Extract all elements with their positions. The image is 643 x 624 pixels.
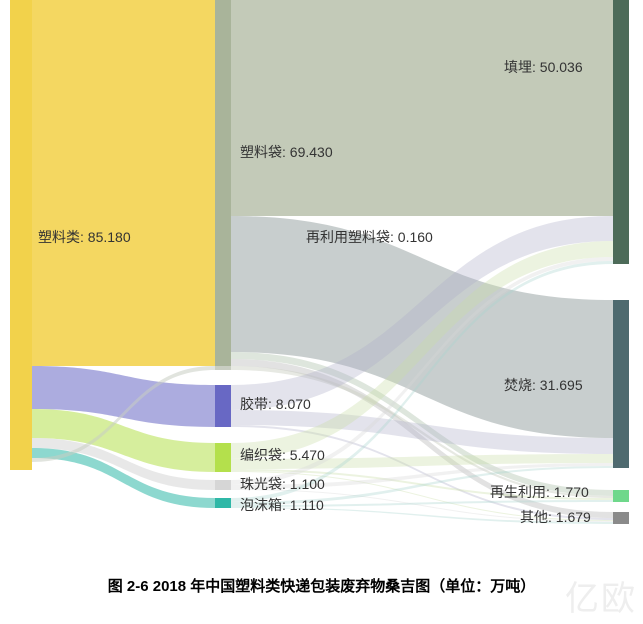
label-woven-bag: 编织袋: 5.470: [240, 445, 325, 465]
label-incinerate: 焚烧: 31.695: [504, 375, 583, 395]
label-pearl-bag: 珠光袋: 1.100: [240, 474, 325, 494]
sankey-link: [231, 0, 613, 216]
label-reuse-bag: 再利用塑料袋: 0.160: [306, 227, 433, 247]
sankey-figure: { "figure": { "type": "sankey", "width":…: [0, 0, 643, 624]
sankey-node-plastic_bag: [215, 0, 231, 366]
label-other: 其他: 1.679: [520, 507, 591, 527]
sankey-node-other: [613, 512, 629, 524]
sankey-link: [32, 0, 215, 366]
label-foam-box: 泡沫箱: 1.110: [240, 495, 324, 515]
sankey-node-pearl_bag: [215, 480, 231, 490]
sankey-node-incinerate: [613, 300, 629, 468]
label-landfill: 填埋: 50.036: [504, 57, 583, 77]
label-tape: 胶带: 8.070: [240, 394, 311, 414]
sankey-node-plastic_total: [10, 0, 32, 470]
figure-caption: 图 2-6 2018 年中国塑料类快递包装废弃物桑吉图（单位：万吨）: [0, 575, 643, 596]
label-plastic-bag: 塑料袋: 69.430: [240, 142, 333, 162]
label-recycle: 再生利用: 1.770: [490, 482, 589, 502]
sankey-node-foam_box: [215, 498, 231, 508]
sankey-node-reuse_bag: [215, 366, 231, 370]
label-plastic-total: 塑料类: 85.180: [38, 227, 131, 247]
sankey-node-tape: [215, 385, 231, 427]
sankey-node-landfill: [613, 0, 629, 264]
sankey-node-woven_bag: [215, 443, 231, 472]
sankey-node-recycle: [613, 490, 629, 502]
